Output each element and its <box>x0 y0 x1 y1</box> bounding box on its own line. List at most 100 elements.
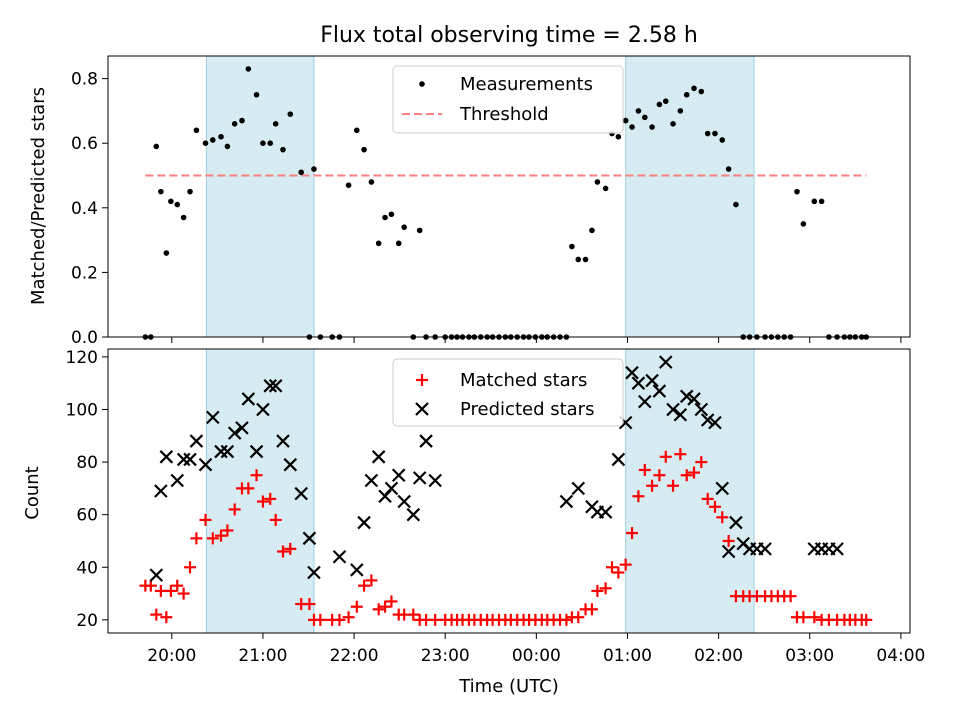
measurement-point <box>575 256 582 263</box>
bottom-y-tick-label: 100 <box>66 400 98 420</box>
measurement-point <box>656 101 663 108</box>
predicted-star-point <box>625 365 639 380</box>
measurement-point <box>602 185 609 192</box>
measurement-point <box>401 224 407 230</box>
observing-window-1 <box>205 348 315 634</box>
predicted-star-point <box>332 549 347 564</box>
predicted-star-point <box>715 481 730 496</box>
matched-star-point <box>560 613 573 626</box>
bottom-legend: Matched stars Predicted stars <box>392 358 624 427</box>
x-tick-label: 01:00 <box>603 646 652 666</box>
bottom-y-tick-label: 120 <box>66 348 98 368</box>
bottom-axes-frame <box>107 348 911 634</box>
matched-star-point <box>407 608 420 621</box>
matched-star-point <box>221 524 234 537</box>
predicted-star-point <box>694 402 709 417</box>
predicted-star-point <box>384 481 399 496</box>
measurement-point <box>649 124 655 130</box>
measurement-point <box>158 188 164 195</box>
predicted-star-point <box>721 544 736 559</box>
measurement-point <box>375 240 382 247</box>
predicted-star-point <box>249 444 264 459</box>
matched-star-point <box>276 545 289 558</box>
predicted-star-point <box>708 415 722 430</box>
x-tick-label: 21:00 <box>238 646 287 666</box>
matched-star-point <box>190 532 203 545</box>
predicted-star-point <box>263 379 278 393</box>
measurement-point <box>388 211 395 218</box>
measurement-point <box>298 169 305 176</box>
matched-star-point <box>250 469 263 482</box>
matched-star-point <box>171 579 184 592</box>
predicted-star-point <box>428 473 442 488</box>
predicted-star-point <box>371 450 386 464</box>
matched-star-point <box>646 479 659 492</box>
bottom-shaded-regions <box>205 348 755 634</box>
matched-star-point <box>688 466 701 479</box>
legend-label-measurements: Measurements <box>460 74 593 95</box>
x-tick-label: 00:00 <box>512 646 561 666</box>
legend-marker-matched <box>416 374 428 386</box>
predicted-star-point <box>214 444 228 459</box>
bottom-y-tick-label: 20 <box>76 611 98 631</box>
predicted-star-point <box>687 392 701 406</box>
matched-star-point <box>695 456 708 469</box>
predicted-star-point <box>159 450 174 464</box>
legend-label-predicted: Predicted stars <box>460 399 594 420</box>
observing-window-2 <box>625 55 755 338</box>
matched-star-point <box>626 527 639 540</box>
matched-star-point <box>184 561 197 574</box>
predicted-star-point <box>830 542 844 556</box>
predicted-star-point <box>302 531 317 546</box>
matched-star-point <box>269 513 282 526</box>
top-y-tick-label: 0.2 <box>71 263 98 283</box>
matched-star-point <box>784 590 797 603</box>
measurement-point <box>725 166 732 172</box>
predicted-star-point <box>189 434 204 448</box>
measurement-point <box>218 133 224 140</box>
measurement-point <box>589 227 595 234</box>
matched-star-point <box>150 608 163 621</box>
measurement-point <box>800 221 807 227</box>
predicted-star-point <box>652 384 667 398</box>
matched-star-point <box>314 613 327 626</box>
matched-star-point <box>653 469 666 482</box>
measurement-point <box>280 146 286 153</box>
matched-star-point <box>716 511 729 524</box>
measurement-point <box>670 121 676 127</box>
measurement-point <box>733 201 739 208</box>
legend-marker-predicted <box>415 402 429 416</box>
top-y-tick-label: 0.4 <box>71 199 98 219</box>
predicted-star-point <box>241 392 256 406</box>
predicted-star-point <box>631 376 646 390</box>
bottom-x-axis-ticks: 20:00 21:00 22:00 23:00 00:00 01:00 02:00 03:00… <box>147 633 925 666</box>
measurement-point <box>569 243 575 250</box>
measurement-point <box>382 214 388 221</box>
chart-title: Flux total observing time = 2.58 h <box>320 23 698 48</box>
legend-label-threshold: Threshold <box>459 104 549 125</box>
matched-star-point <box>228 503 241 516</box>
measurement-points <box>142 66 870 340</box>
predicted-star-point <box>397 494 411 509</box>
matched-star-point <box>638 463 651 476</box>
x-tick-label: 04:00 <box>876 646 925 666</box>
matched-star-point <box>585 603 598 616</box>
x-tick-label: 22:00 <box>330 646 379 666</box>
measurement-point <box>615 133 622 140</box>
predicted-stars-points <box>149 355 844 582</box>
top-panel: 0.00.20.40.60.8 Matched/Predicted stars … <box>28 55 911 348</box>
observing-window-1 <box>205 55 315 338</box>
predicted-star-point <box>645 373 659 388</box>
measurement-point <box>287 111 294 117</box>
matched-star-point <box>379 600 392 613</box>
predicted-star-point <box>235 421 249 435</box>
measurement-point <box>719 137 726 143</box>
measurement-point <box>361 146 367 153</box>
measurement-point <box>662 98 669 105</box>
predicted-star-point <box>294 486 308 501</box>
measurement-point <box>174 201 181 208</box>
measurement-point <box>683 91 690 98</box>
predicted-star-point <box>154 484 168 498</box>
measurement-point <box>395 240 402 247</box>
matched-star-point <box>797 611 810 624</box>
